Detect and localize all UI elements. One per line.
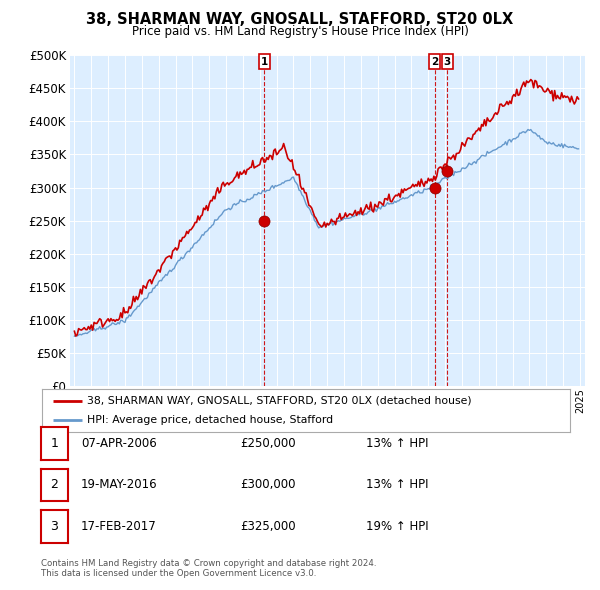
Text: £300,000: £300,000 bbox=[240, 478, 296, 491]
Text: 38, SHARMAN WAY, GNOSALL, STAFFORD, ST20 0LX (detached house): 38, SHARMAN WAY, GNOSALL, STAFFORD, ST20… bbox=[87, 396, 472, 406]
Text: £325,000: £325,000 bbox=[240, 520, 296, 533]
Text: 1: 1 bbox=[50, 437, 58, 450]
Text: Contains HM Land Registry data © Crown copyright and database right 2024.: Contains HM Land Registry data © Crown c… bbox=[41, 559, 376, 568]
Text: 1: 1 bbox=[260, 57, 268, 67]
Text: 17-FEB-2017: 17-FEB-2017 bbox=[81, 520, 157, 533]
Text: 19% ↑ HPI: 19% ↑ HPI bbox=[366, 520, 428, 533]
Text: 2: 2 bbox=[50, 478, 58, 491]
Text: 19-MAY-2016: 19-MAY-2016 bbox=[81, 478, 158, 491]
Text: HPI: Average price, detached house, Stafford: HPI: Average price, detached house, Staf… bbox=[87, 415, 333, 425]
Text: This data is licensed under the Open Government Licence v3.0.: This data is licensed under the Open Gov… bbox=[41, 569, 316, 578]
Text: 2: 2 bbox=[431, 57, 439, 67]
Text: 13% ↑ HPI: 13% ↑ HPI bbox=[366, 437, 428, 450]
Text: 38, SHARMAN WAY, GNOSALL, STAFFORD, ST20 0LX: 38, SHARMAN WAY, GNOSALL, STAFFORD, ST20… bbox=[86, 12, 514, 27]
Text: 3: 3 bbox=[444, 57, 451, 67]
Text: £250,000: £250,000 bbox=[240, 437, 296, 450]
Text: 13% ↑ HPI: 13% ↑ HPI bbox=[366, 478, 428, 491]
Text: Price paid vs. HM Land Registry's House Price Index (HPI): Price paid vs. HM Land Registry's House … bbox=[131, 25, 469, 38]
Text: 3: 3 bbox=[50, 520, 58, 533]
Text: 07-APR-2006: 07-APR-2006 bbox=[81, 437, 157, 450]
